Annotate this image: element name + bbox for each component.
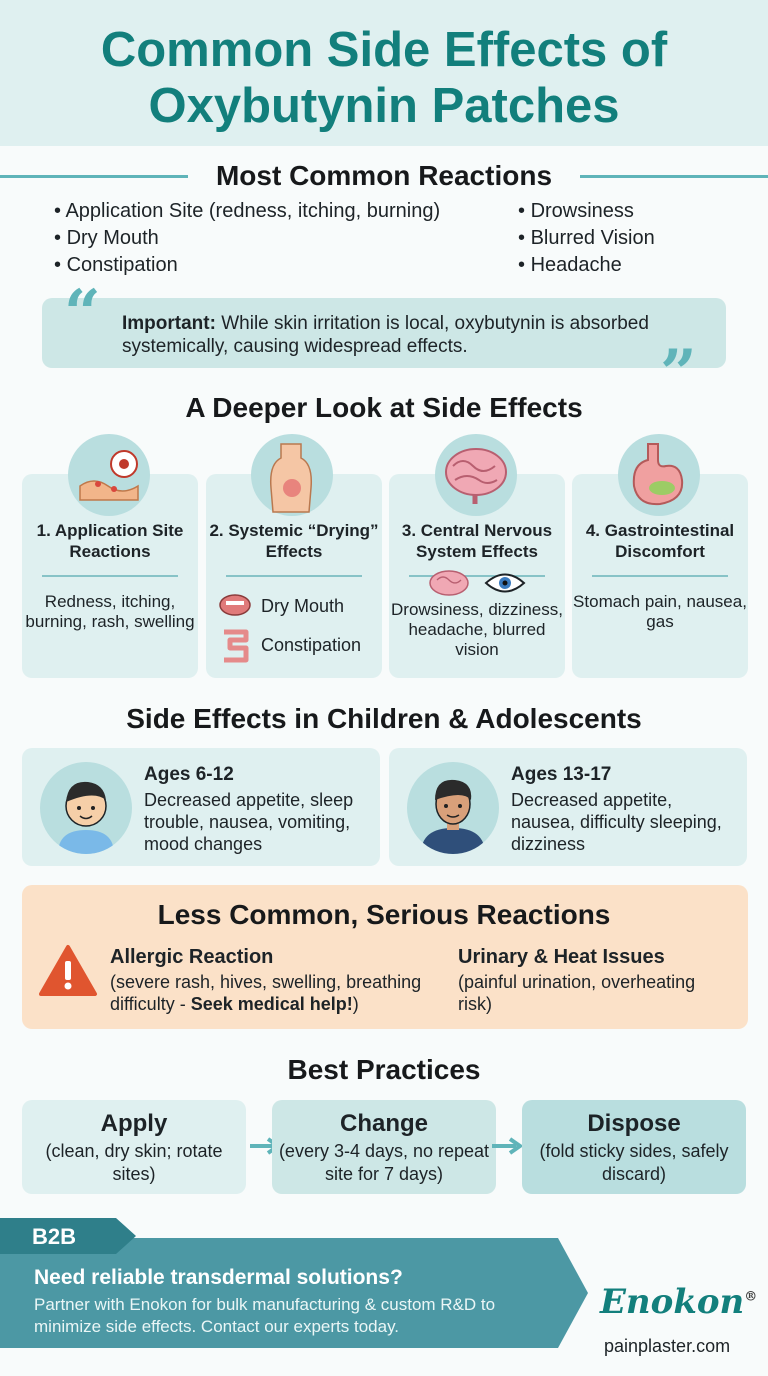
- card-title: 3. Central Nervous System Effects: [401, 521, 553, 561]
- b2b-tag-label: B2B: [32, 1224, 77, 1249]
- brain-icon: [435, 434, 517, 516]
- list-item: Drowsiness: [518, 198, 655, 225]
- step-description: (fold sticky sides, safely discard): [539, 1141, 729, 1184]
- b2b-body: Partner with Enokon for bulk manufacturi…: [34, 1295, 496, 1336]
- age-description: Decreased appetite, nausea, difficulty s…: [511, 790, 722, 854]
- step-title: Apply: [100, 1110, 168, 1137]
- common-list-left: Application Site (redness, itching, burn…: [54, 198, 440, 279]
- stomach-icon: [618, 434, 700, 516]
- urinary-title: Urinary & Heat Issues: [458, 946, 665, 968]
- card-divider: [409, 575, 545, 577]
- brand-logo: Enokon®: [600, 1282, 758, 1322]
- website-link[interactable]: painplaster.com: [604, 1336, 731, 1356]
- common-heading: Most Common Reactions: [215, 160, 553, 191]
- children-heading: Side Effects in Children & Adolescents: [126, 703, 642, 734]
- open-quote-icon: “: [64, 276, 101, 351]
- important-note: [42, 298, 726, 368]
- step-description: (every 3-4 days, no repeat site for 7 da…: [278, 1141, 490, 1184]
- constipation-label: Constipation: [261, 635, 362, 655]
- card-title: 2. Systemic “Drying” Effects: [209, 521, 379, 561]
- header-band: [0, 0, 768, 146]
- close-quote-icon: ”: [660, 336, 697, 411]
- list-item: Application Site (redness, itching, burn…: [54, 198, 440, 225]
- allergic-description: (severe rash, hives, swelling, breathing…: [110, 972, 422, 1014]
- child-avatar: [40, 762, 132, 854]
- card-cns: 3. Central Nervous System Effects Drowsi…: [389, 474, 565, 678]
- urinary-description: (painful urination, overheating risk): [458, 972, 696, 1014]
- card-divider: [592, 575, 728, 577]
- card-title: 1. Application Site Reactions: [36, 521, 184, 561]
- deeper-heading: A Deeper Look at Side Effects: [185, 392, 583, 423]
- card-divider: [226, 575, 362, 577]
- serious-heading: Less Common, Serious Reactions: [157, 899, 611, 930]
- card-divider: [42, 575, 178, 577]
- age-label: Ages 6-12: [144, 764, 234, 785]
- card-title: 4. Gastrointestinal Discomfort: [585, 521, 735, 561]
- divider-right: [580, 175, 768, 178]
- warning-icon: [39, 945, 97, 996]
- mouth-icon: [219, 594, 251, 616]
- age-description: Decreased appetite, sleep trouble, nause…: [144, 790, 354, 854]
- b2b-tag: [0, 1218, 136, 1254]
- step-dispose: Dispose (fold sticky sides, safely disca…: [522, 1100, 746, 1194]
- step-title: Change: [339, 1110, 428, 1137]
- arrow-right-icon: [492, 1137, 524, 1155]
- list-item: Constipation: [54, 252, 440, 279]
- list-item: Dry Mouth: [54, 225, 440, 252]
- page-title: Common Side Effects of Oxybutynin Patches: [100, 23, 668, 133]
- intestine-icon: [224, 629, 249, 663]
- divider-left: [0, 175, 188, 178]
- card-description: Drowsiness, dizziness, headache, blurred…: [391, 600, 563, 659]
- list-item: Blurred Vision: [518, 225, 655, 252]
- small-brain-icon: [429, 570, 469, 596]
- age-group-6-12: Ages 6-12 Decreased appetite, sleep trou…: [22, 748, 380, 866]
- eye-icon: [484, 573, 526, 593]
- torso-icon: [251, 434, 333, 516]
- step-title: Dispose: [587, 1110, 681, 1137]
- list-item: Headache: [518, 252, 655, 279]
- b2b-banner[interactable]: [0, 1238, 588, 1348]
- allergic-title: Allergic Reaction: [110, 946, 274, 968]
- step-change: Change (every 3-4 days, no repeat site f…: [272, 1100, 496, 1194]
- card-description: Stomach pain, nausea, gas: [573, 592, 747, 631]
- step-description: (clean, dry skin; rotate sites): [45, 1141, 223, 1184]
- important-text: Important: While skin irritation is loca…: [122, 313, 649, 357]
- age-label: Ages 13-17: [511, 764, 612, 785]
- card-description: Redness, itching, burning, rash, swellin…: [25, 592, 195, 631]
- card-application-site: 1. Application Site Reactions Redness, i…: [22, 474, 198, 678]
- step-apply: Apply (clean, dry skin; rotate sites): [22, 1100, 246, 1194]
- b2b-headline: Need reliable transdermal solutions?: [34, 1266, 403, 1289]
- common-list-right: Drowsiness Blurred Vision Headache: [518, 198, 655, 279]
- card-drying: 2. Systemic “Drying” Effects Dry Mouth C…: [206, 474, 382, 678]
- skin-icon: [68, 434, 150, 516]
- practices-heading: Best Practices: [287, 1054, 481, 1085]
- age-group-13-17: Ages 13-17 Decreased appetite, nausea, d…: [389, 748, 747, 866]
- dry-mouth-label: Dry Mouth: [261, 596, 345, 616]
- serious-reactions-panel: [22, 885, 748, 1029]
- teen-avatar: [407, 762, 499, 854]
